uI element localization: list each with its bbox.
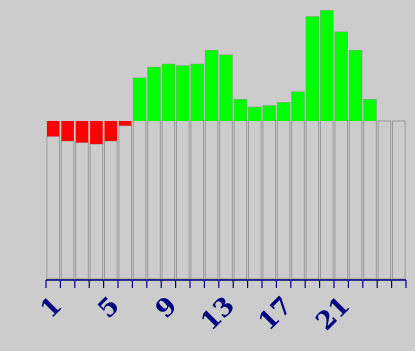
delta-22: [349, 50, 362, 121]
x-tick-labels: 1 5 9 13 17 21: [34, 291, 355, 336]
delta-17: [277, 102, 290, 121]
x-tick-label-9: 9: [150, 291, 183, 324]
x-tick-label-17: 17: [253, 291, 298, 336]
x-tick-label-1: 1: [34, 291, 67, 324]
bar-24: [377, 120, 392, 280]
bar-1: [46, 135, 61, 280]
delta-3: [75, 120, 89, 143]
bar-23: [363, 99, 377, 280]
delta-1: [46, 120, 60, 137]
bar-14: [233, 99, 248, 280]
reference-deltas-group: [46, 10, 377, 144]
delta-8: [147, 67, 161, 121]
delta-12: [205, 50, 218, 121]
delta-11: [190, 64, 204, 121]
delta-2: [61, 120, 74, 141]
x-tick-label-21: 21: [310, 291, 355, 336]
bar-5: [104, 140, 118, 280]
delta-6: [118, 120, 132, 126]
delta-21: [334, 32, 348, 121]
delta-18: [291, 91, 305, 121]
delta-14: [234, 99, 247, 121]
x-tick-label-13: 13: [195, 291, 240, 336]
delta-23: [363, 99, 377, 121]
bar-3: [75, 141, 89, 280]
delta-4: [90, 120, 103, 144]
delta-10: [176, 65, 190, 121]
x-axis: [45, 279, 407, 288]
bar-2: [60, 140, 75, 280]
delta-19: [306, 16, 319, 121]
delta-7: [133, 78, 146, 121]
bar-25: [392, 120, 406, 280]
bar-4: [89, 143, 104, 280]
bar-17: [276, 102, 291, 280]
bar-16: [262, 105, 276, 280]
bar-6: [118, 125, 133, 280]
delta-5: [104, 120, 118, 141]
delta-13: [219, 55, 233, 121]
delta-16: [262, 105, 276, 121]
x-tick-label-5: 5: [92, 291, 125, 324]
bar-15: [248, 106, 262, 280]
delta-15: [248, 107, 262, 121]
delta-9: [162, 64, 175, 121]
delta-20: [320, 10, 334, 121]
